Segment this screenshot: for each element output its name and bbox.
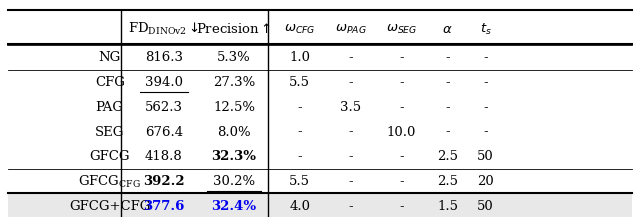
Text: -: - xyxy=(445,126,450,139)
Text: -: - xyxy=(348,200,353,213)
Text: $\alpha$: $\alpha$ xyxy=(442,23,452,36)
Text: 50: 50 xyxy=(477,200,494,213)
Text: 5.5: 5.5 xyxy=(289,76,310,89)
Text: -: - xyxy=(483,51,488,64)
Text: 32.4%: 32.4% xyxy=(211,200,257,213)
Text: 10.0: 10.0 xyxy=(387,126,416,139)
Text: Precision$\uparrow$: Precision$\uparrow$ xyxy=(196,22,271,36)
Text: $\omega_{SEG}$: $\omega_{SEG}$ xyxy=(386,23,417,36)
Text: -: - xyxy=(483,76,488,89)
Text: 4.0: 4.0 xyxy=(289,200,310,213)
Text: 676.4: 676.4 xyxy=(145,126,183,139)
Text: 1.5: 1.5 xyxy=(437,200,458,213)
Text: GFCG: GFCG xyxy=(90,150,130,163)
Text: 392.2: 392.2 xyxy=(143,175,185,188)
Text: GFCG$_{\mathregular{CFG}}$: GFCG$_{\mathregular{CFG}}$ xyxy=(78,174,141,190)
Text: 2.5: 2.5 xyxy=(437,150,458,163)
Text: -: - xyxy=(399,200,404,213)
Text: 1.0: 1.0 xyxy=(289,51,310,64)
Text: -: - xyxy=(483,101,488,114)
Text: 5.5: 5.5 xyxy=(289,175,310,188)
Text: SEG: SEG xyxy=(95,126,124,139)
Text: 5.3%: 5.3% xyxy=(217,51,251,64)
Text: 562.3: 562.3 xyxy=(145,101,183,114)
Text: 418.8: 418.8 xyxy=(145,150,183,163)
Text: NG: NG xyxy=(99,51,121,64)
Text: -: - xyxy=(348,76,353,89)
Text: -: - xyxy=(399,51,404,64)
Text: -: - xyxy=(445,51,450,64)
Text: 8.0%: 8.0% xyxy=(217,126,251,139)
Text: 377.6: 377.6 xyxy=(143,200,184,213)
Text: 394.0: 394.0 xyxy=(145,76,183,89)
Text: 27.3%: 27.3% xyxy=(213,76,255,89)
Text: 12.5%: 12.5% xyxy=(213,101,255,114)
Text: $t_s$: $t_s$ xyxy=(480,22,492,37)
Text: 20: 20 xyxy=(477,175,494,188)
Text: 30.2%: 30.2% xyxy=(213,175,255,188)
Text: -: - xyxy=(298,150,302,163)
Text: CFG: CFG xyxy=(95,76,125,89)
Text: -: - xyxy=(348,51,353,64)
Text: -: - xyxy=(399,76,404,89)
Bar xyxy=(8,193,632,218)
Text: -: - xyxy=(399,175,404,188)
Text: 3.5: 3.5 xyxy=(340,101,361,114)
Text: GFCG+CFG: GFCG+CFG xyxy=(69,200,150,213)
Text: 32.3%: 32.3% xyxy=(211,150,257,163)
Text: -: - xyxy=(298,101,302,114)
Text: -: - xyxy=(348,150,353,163)
Text: 50: 50 xyxy=(477,150,494,163)
Text: FD$_{\mathregular{DINOv2}}$$\downarrow$: FD$_{\mathregular{DINOv2}}$$\downarrow$ xyxy=(128,21,200,37)
Text: 2.5: 2.5 xyxy=(437,175,458,188)
Text: -: - xyxy=(445,101,450,114)
Text: 816.3: 816.3 xyxy=(145,51,183,64)
Text: $\omega_{CFG}$: $\omega_{CFG}$ xyxy=(284,23,316,36)
Text: -: - xyxy=(348,175,353,188)
Text: -: - xyxy=(445,76,450,89)
Text: $\omega_{PAG}$: $\omega_{PAG}$ xyxy=(335,23,367,36)
Text: -: - xyxy=(298,126,302,139)
Text: -: - xyxy=(348,126,353,139)
Text: PAG: PAG xyxy=(96,101,124,114)
Text: -: - xyxy=(399,150,404,163)
Text: -: - xyxy=(483,126,488,139)
Text: -: - xyxy=(399,101,404,114)
